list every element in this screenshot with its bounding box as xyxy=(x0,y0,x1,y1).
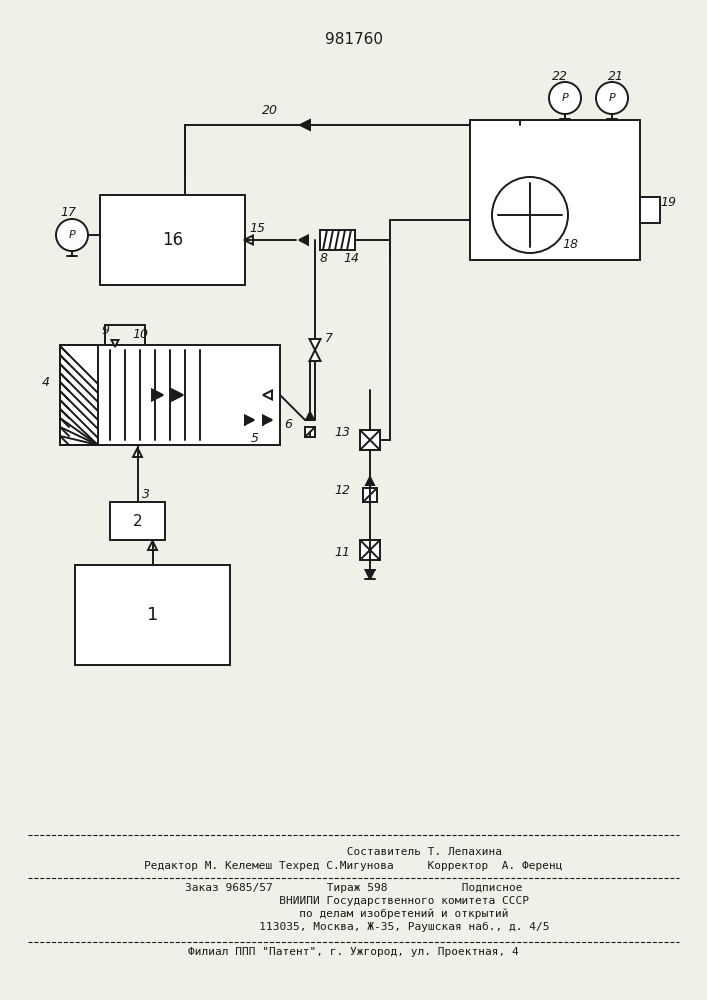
Bar xyxy=(363,488,377,502)
Text: Составитель Т. Лепахина: Составитель Т. Лепахина xyxy=(205,847,502,857)
Text: P: P xyxy=(69,230,76,240)
Text: 8: 8 xyxy=(320,252,328,265)
Circle shape xyxy=(596,82,628,114)
Text: 2: 2 xyxy=(133,514,142,528)
Text: P: P xyxy=(561,93,568,103)
Bar xyxy=(60,345,280,445)
Text: Заказ 9685/57        Тираж 598           Подписное: Заказ 9685/57 Тираж 598 Подписное xyxy=(185,883,522,893)
Polygon shape xyxy=(300,120,310,130)
Polygon shape xyxy=(299,235,308,244)
Bar xyxy=(470,120,640,260)
Polygon shape xyxy=(366,477,374,485)
Bar xyxy=(640,197,660,223)
Bar xyxy=(100,195,245,285)
Text: 20: 20 xyxy=(262,104,278,117)
Polygon shape xyxy=(366,570,375,579)
Text: 3: 3 xyxy=(141,488,149,500)
Polygon shape xyxy=(310,339,320,350)
Text: 17: 17 xyxy=(60,207,76,220)
Text: 5: 5 xyxy=(251,432,259,444)
Text: 113035, Москва, Ж-35, Раушская наб., д. 4/5: 113035, Москва, Ж-35, Раушская наб., д. … xyxy=(158,922,549,932)
Text: Филиал ППП "Патент", г. Ужгород, ул. Проектная, 4: Филиал ППП "Патент", г. Ужгород, ул. Про… xyxy=(188,947,519,957)
Polygon shape xyxy=(310,350,320,361)
Text: 1: 1 xyxy=(147,606,158,624)
Circle shape xyxy=(549,82,581,114)
Polygon shape xyxy=(306,412,314,420)
Text: Редактор М. Келемеш Техред С.Мигунова     Корректор  А. Ференц: Редактор М. Келемеш Техред С.Мигунова Ко… xyxy=(144,861,563,871)
Bar xyxy=(75,565,230,665)
Text: 19: 19 xyxy=(660,196,676,209)
Text: 981760: 981760 xyxy=(325,32,382,47)
Bar xyxy=(110,502,165,540)
Text: 21: 21 xyxy=(608,70,624,83)
Text: 4: 4 xyxy=(42,376,50,389)
Bar xyxy=(60,345,98,445)
Polygon shape xyxy=(148,541,157,550)
Text: по делам изобретений и открытий: по делам изобретений и открытий xyxy=(198,909,509,919)
Bar xyxy=(305,427,315,437)
Bar xyxy=(360,540,380,560)
Text: ВНИИПИ Государственного комитета СССР: ВНИИПИ Государственного комитета СССР xyxy=(178,896,529,906)
Polygon shape xyxy=(152,389,163,400)
Polygon shape xyxy=(263,416,272,424)
Polygon shape xyxy=(263,390,272,399)
Text: 10: 10 xyxy=(132,328,148,342)
Text: 16: 16 xyxy=(162,231,183,249)
Bar xyxy=(360,430,380,450)
Bar xyxy=(320,230,355,250)
Polygon shape xyxy=(112,340,119,347)
Polygon shape xyxy=(133,448,142,457)
Text: 18: 18 xyxy=(562,238,578,251)
Text: 14: 14 xyxy=(343,252,359,265)
Text: P: P xyxy=(609,93,615,103)
Polygon shape xyxy=(245,416,254,424)
Text: 22: 22 xyxy=(552,70,568,83)
Circle shape xyxy=(492,177,568,253)
Text: 12: 12 xyxy=(334,485,350,497)
Polygon shape xyxy=(172,389,183,400)
Polygon shape xyxy=(244,235,253,244)
Text: 11: 11 xyxy=(334,546,350,558)
Text: 7: 7 xyxy=(325,332,333,344)
Text: 6: 6 xyxy=(284,418,292,432)
Text: 9: 9 xyxy=(101,324,109,336)
Text: 13: 13 xyxy=(334,426,350,438)
Circle shape xyxy=(56,219,88,251)
Text: 15: 15 xyxy=(249,222,265,234)
